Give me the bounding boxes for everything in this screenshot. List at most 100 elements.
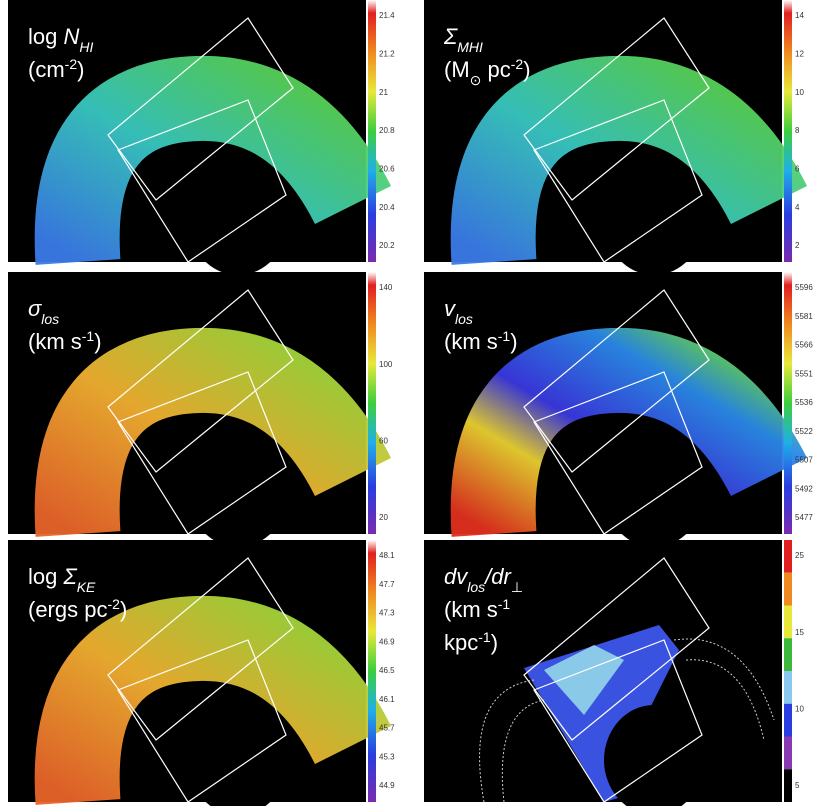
slit-box [533, 371, 703, 535]
label-part: /dr [483, 564, 512, 589]
contours [479, 638, 775, 803]
panel-label: (ergs pc-2) [28, 596, 127, 622]
colorbar: 25 15 10 5 [784, 540, 804, 802]
colorbar-tick-label: 20.8 [379, 126, 395, 135]
colorbar-tick-label: 10 [795, 704, 804, 713]
colorbar-tick-label: 20.6 [379, 164, 395, 173]
slit-box [117, 639, 287, 803]
colorbar-tick-label: 6 [795, 164, 800, 173]
panel-label: log ΣKE [28, 564, 96, 595]
panel-label: vlos [444, 296, 473, 327]
label-part: -2 [65, 56, 78, 72]
emission-map [34, 327, 392, 537]
colorbar-tick-label: 45.7 [379, 724, 395, 733]
inner-void [188, 705, 288, 806]
colorbar-tick-label: 4 [795, 203, 800, 212]
slit-box [523, 289, 710, 473]
panel: 5596 5581 5566 5551 5536 5522 5507 5492 5477 vlos… [424, 272, 813, 547]
label-part: KE [77, 579, 96, 595]
label-part: -1 [498, 596, 511, 612]
inner-void [188, 437, 288, 547]
label-part: ) [120, 597, 127, 622]
colorbar-gradient [784, 272, 792, 534]
panel-label: log NHI [28, 24, 93, 55]
colorbar-tick-label: 47.7 [379, 580, 395, 589]
label-part: -1 [478, 629, 491, 645]
colorbar-tick-label: 5507 [795, 456, 813, 465]
inner-void [188, 165, 288, 275]
colorbar-tick-label: 5477 [795, 513, 813, 522]
slit-box [107, 557, 294, 741]
panel: 48.1 47.7 47.3 46.9 46.5 46.1 45.7 45.3 44.9 log … [8, 540, 395, 806]
panel-label: kpc-1) [444, 629, 498, 655]
label-part: pc [481, 57, 510, 82]
label-part: HI [79, 39, 93, 55]
colorbar-tick-label: 44.9 [379, 781, 395, 790]
label-part: los [455, 311, 473, 327]
panel-label: σlos [28, 296, 59, 327]
colorbar-tick-label: 21 [379, 88, 388, 97]
colorbar-step [784, 638, 792, 671]
label-part: ) [491, 630, 498, 655]
colorbar-step [784, 769, 792, 802]
slit-box [523, 17, 710, 201]
panel-label: (km s-1) [444, 328, 518, 354]
label-part: Σ [62, 564, 77, 589]
colorbar-tick-label: 5581 [795, 312, 813, 321]
colorbar-tick-label: 15 [795, 628, 804, 637]
colorbar-tick-label: 46.9 [379, 637, 395, 646]
label-part: N [63, 24, 79, 49]
label-part: ) [94, 329, 101, 354]
colorbar: 48.1 47.7 47.3 46.9 46.5 46.1 45.7 45.3 44.9 [368, 540, 395, 802]
label-part: -1 [498, 328, 511, 344]
colorbar-step [784, 703, 792, 737]
colorbar-tick-label: 46.1 [379, 695, 395, 704]
slit-box [107, 17, 294, 201]
colorbar-tick-label: 5566 [795, 341, 813, 350]
label-part: los [41, 311, 59, 327]
label-part: (cm [28, 57, 65, 82]
colorbar-tick-label: 2 [795, 241, 800, 250]
colorbar-tick-label: 46.5 [379, 666, 395, 675]
colorbar: 140 100 60 20 [368, 272, 393, 534]
label-part: -2 [511, 56, 524, 72]
slit-box [107, 289, 294, 473]
colorbar-tick-label: 5596 [795, 283, 813, 292]
panel-label: dvlos/dr⊥ [444, 564, 523, 595]
label-part: ) [510, 329, 517, 354]
label-part: kpc [444, 630, 478, 655]
colorbar-step [784, 605, 792, 639]
label-part: (km s [444, 597, 498, 622]
colorbar-tick-label: 8 [795, 126, 800, 135]
label-part: -2 [107, 596, 120, 612]
panel-label: (cm-2) [28, 56, 84, 82]
label-part: Σ [443, 24, 458, 49]
slit-box [523, 557, 710, 741]
colorbar-tick-label: 47.3 [379, 609, 395, 618]
colorbar-tick-label: 45.3 [379, 752, 395, 761]
inner-void [604, 165, 704, 275]
inner-void [604, 705, 704, 806]
colorbar-tick-label: 25 [795, 551, 804, 560]
colorbar-tick-label: 5492 [795, 484, 813, 493]
colorbar-tick-label: 140 [379, 283, 393, 292]
label-part: log [28, 564, 63, 589]
slit-box [117, 99, 287, 263]
label-part: dv [444, 564, 469, 589]
colorbar: 5596 5581 5566 5551 5536 5522 5507 5492 5477 [784, 272, 813, 534]
label-part: los [467, 579, 485, 595]
label-part: ⊥ [511, 579, 523, 595]
label-part: (km s [28, 329, 82, 354]
panel-label: (km s-1 [444, 596, 510, 622]
label-part: MHI [457, 39, 483, 55]
slit-box [533, 639, 703, 803]
colorbar: 21.4 21.2 21 20.8 20.6 20.4 20.2 [368, 0, 395, 262]
colorbar-gradient [784, 0, 792, 262]
colorbar-gradient [368, 0, 376, 262]
colorbar-step [784, 540, 792, 573]
label-part: ⊙ [470, 72, 482, 88]
panel-label: (M⊙ pc-2) [444, 56, 531, 88]
